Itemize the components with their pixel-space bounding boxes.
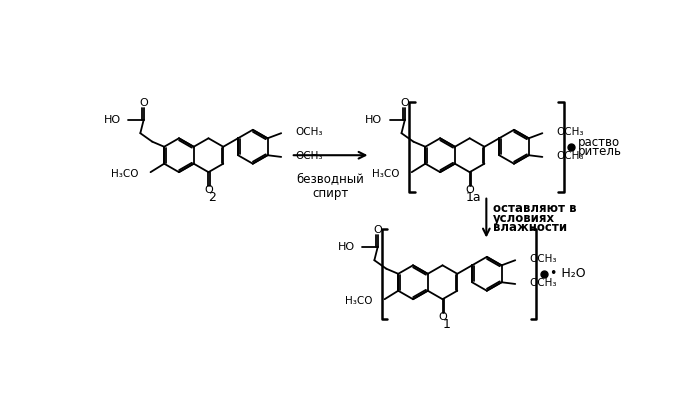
Text: H₃CO: H₃CO <box>344 296 372 306</box>
Text: условиях: условиях <box>493 212 554 224</box>
Text: 2: 2 <box>209 191 216 204</box>
Text: H₃CO: H₃CO <box>372 169 399 179</box>
Text: раство: раство <box>578 135 620 149</box>
Text: 1a: 1a <box>466 191 482 204</box>
Text: • H₂O: • H₂O <box>550 267 586 280</box>
Text: O: O <box>204 185 213 195</box>
Text: оставляют в: оставляют в <box>493 202 576 215</box>
Text: O: O <box>466 185 474 195</box>
Text: OCH₃: OCH₃ <box>556 127 584 137</box>
Text: безводный
спирт: безводный спирт <box>297 172 365 200</box>
Text: OCH₃: OCH₃ <box>556 151 584 161</box>
Text: 1: 1 <box>442 318 450 331</box>
Text: H₃CO: H₃CO <box>111 169 138 179</box>
Text: O: O <box>373 225 382 235</box>
Text: HO: HO <box>365 115 382 125</box>
Text: OCH₃: OCH₃ <box>529 278 557 288</box>
Text: OCH₃: OCH₃ <box>295 151 323 161</box>
Text: OCH₃: OCH₃ <box>529 255 557 264</box>
Text: HO: HO <box>337 242 355 252</box>
Text: O: O <box>400 98 410 108</box>
Text: OCH₃: OCH₃ <box>295 127 323 137</box>
Text: HO: HO <box>104 115 120 125</box>
Text: влажности: влажности <box>493 221 567 234</box>
Text: O: O <box>438 313 447 322</box>
Text: ритель: ритель <box>578 145 622 158</box>
Text: O: O <box>139 98 148 108</box>
